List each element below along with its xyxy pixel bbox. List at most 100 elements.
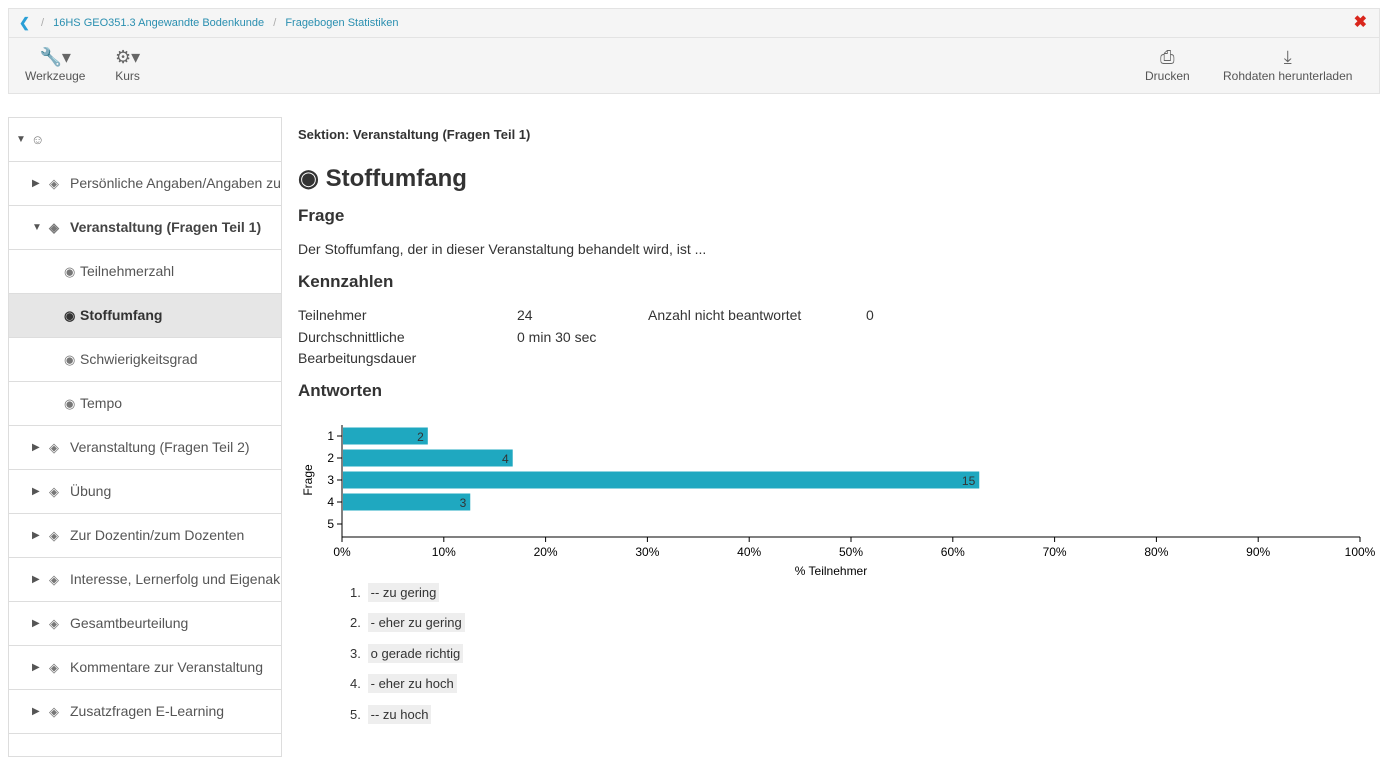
sidebar-tree: ▼ ☺ ▶ ◈ Persönliche Angaben/Angaben zu ▼… <box>8 117 282 757</box>
legend-text: - eher zu hoch <box>367 674 457 693</box>
caret-right-icon[interactable]: ▶ <box>32 178 40 189</box>
bar-value-label: 2 <box>417 430 424 444</box>
sidebar-item-uebung[interactable]: ▶ ◈ Übung <box>9 470 281 514</box>
caret-right-icon[interactable]: ▶ <box>32 530 40 541</box>
y-tick-label: 5 <box>327 517 334 531</box>
x-tick-label: 80% <box>1144 545 1168 559</box>
duration-label-line2: Bearbeitungsdauer <box>298 350 417 366</box>
question-text: Der Stoffumfang, der in dieser Veranstal… <box>298 241 707 257</box>
bar-value-label: 4 <box>502 452 509 466</box>
sidebar-item-label: Zur Dozentin/zum Dozenten <box>70 527 245 543</box>
section-icon: ◈ <box>49 616 59 631</box>
sidebar-item-zusatzfragen[interactable]: ▶ ◈ Zusatzfragen E-Learning <box>9 690 281 734</box>
caret-right-icon[interactable]: ▶ <box>32 706 40 717</box>
bar <box>343 471 980 489</box>
section-title: Sektion: Veranstaltung (Fragen Teil 1) <box>298 127 531 142</box>
caret-right-icon[interactable]: ▶ <box>32 442 40 453</box>
print-button[interactable]: ⎙ Drucken <box>1145 45 1190 83</box>
breadcrumb-survey-link[interactable]: Fragebogen Statistiken <box>285 17 399 29</box>
y-tick-label: 3 <box>327 473 334 487</box>
breadcrumb-course-link[interactable]: 16HS GEO351.3 Angewandte Bodenkunde <box>53 17 265 29</box>
question-heading: Frage <box>298 206 345 225</box>
tools-label: Werkzeuge <box>25 69 86 83</box>
close-icon[interactable]: ✖ <box>1353 14 1367 31</box>
section-icon: ◈ <box>49 572 59 587</box>
sidebar-item-kommentare[interactable]: ▶ ◈ Kommentare zur Veranstaltung <box>9 646 281 690</box>
sidebar-root[interactable]: ▼ ☺ <box>9 118 281 162</box>
sidebar-item-label: Kommentare zur Veranstaltung <box>70 659 263 675</box>
survey-icon: ☺ <box>31 132 45 147</box>
legend-item-1: 1. -- zu gering <box>350 583 440 602</box>
x-tick-label: 10% <box>432 545 456 559</box>
caret-right-icon[interactable]: ▶ <box>32 662 40 673</box>
back-icon[interactable]: ❮ <box>19 15 30 30</box>
legend-number: 2. <box>350 615 361 630</box>
sidebar-item-label: Zusatzfragen E-Learning <box>70 703 225 719</box>
legend-number: 1. <box>350 585 361 600</box>
section-icon: ◈ <box>49 176 59 191</box>
top-bar: ❮ / 16HS GEO351.3 Angewandte Bodenkunde … <box>8 8 1380 94</box>
download-icon: ⤓ <box>1283 47 1292 67</box>
legend-text: - eher zu gering <box>367 613 465 632</box>
bar <box>343 427 428 445</box>
download-label: Rohdaten herunterladen <box>1223 69 1353 83</box>
section-icon: ◈ <box>49 660 59 675</box>
x-tick-label: 100% <box>1345 545 1376 559</box>
sidebar-item-dozent[interactable]: ▶ ◈ Zur Dozentin/zum Dozenten <box>9 514 281 558</box>
x-tick-label: 60% <box>941 545 965 559</box>
printer-icon: ⎙ <box>1160 47 1175 67</box>
course-menu-button[interactable]: ⚙▾ Kurs <box>115 45 140 83</box>
x-tick-label: 40% <box>737 545 761 559</box>
caret-down-icon[interactable]: ▼ <box>32 222 42 233</box>
section-icon: ◈ <box>49 220 59 235</box>
bar-value-label: 15 <box>962 474 976 488</box>
sidebar-item-tempo[interactable]: ◉ Tempo <box>9 382 281 426</box>
sidebar-item-label: Teilnehmerzahl <box>80 263 175 279</box>
sidebar-item-stoffumfang[interactable]: ◉ Stoffumfang <box>9 294 281 338</box>
sidebar-item-interesse[interactable]: ▶ ◈ Interesse, Lernerfolg und Eigenak <box>9 558 281 602</box>
x-tick-label: 50% <box>839 545 863 559</box>
caret-down-icon[interactable]: ▼ <box>16 134 26 145</box>
breadcrumb: ❮ / 16HS GEO351.3 Angewandte Bodenkunde … <box>9 9 1379 38</box>
legend-text: -- zu gering <box>367 583 440 602</box>
question-icon: ◉ <box>64 396 76 411</box>
legend-number: 5. <box>350 707 361 722</box>
section-icon: ◈ <box>49 528 59 543</box>
tools-menu-button[interactable]: 🔧▾ Werkzeuge <box>25 45 85 83</box>
sidebar-item-veranstaltung-teil-1[interactable]: ▼ ◈ Veranstaltung (Fragen Teil 1) <box>9 206 281 250</box>
y-tick-label: 1 <box>327 429 334 443</box>
question-icon: ◉ <box>298 165 319 192</box>
x-axis-label: % Teilnehmer <box>795 564 867 575</box>
caret-right-icon[interactable]: ▶ <box>32 618 40 629</box>
download-raw-data-button[interactable]: ⤓ Rohdaten herunterladen <box>1223 45 1352 83</box>
x-tick-label: 30% <box>635 545 659 559</box>
legend-number: 3. <box>350 646 361 661</box>
sidebar-item-gesamtbeurteilung[interactable]: ▶ ◈ Gesamtbeurteilung <box>9 602 281 646</box>
bar <box>343 493 471 511</box>
sidebar-item-label: Veranstaltung (Fragen Teil 1) <box>70 219 262 235</box>
legend-number: 4. <box>350 676 361 691</box>
y-axis-label: Frage <box>301 464 315 496</box>
unanswered-value: 0 <box>866 307 874 323</box>
course-label: Kurs <box>115 69 140 83</box>
sidebar-item-veranstaltung-teil-2[interactable]: ▶ ◈ Veranstaltung (Fragen Teil 2) <box>9 426 281 470</box>
page-title: ◉ Stoffumfang <box>298 164 467 193</box>
caret-right-icon[interactable]: ▶ <box>32 574 40 585</box>
sidebar-item-persoenliche-angaben[interactable]: ▶ ◈ Persönliche Angaben/Angaben zu <box>9 162 281 206</box>
bar-value-label: 3 <box>460 496 467 510</box>
x-tick-label: 70% <box>1043 545 1067 559</box>
x-tick-label: 90% <box>1246 545 1270 559</box>
sidebar-item-schwierigkeitsgrad[interactable]: ◉ Schwierigkeitsgrad <box>9 338 281 382</box>
section-icon: ◈ <box>49 440 59 455</box>
section-icon: ◈ <box>49 704 59 719</box>
print-label: Drucken <box>1145 69 1190 83</box>
sidebar-item-teilnehmerzahl[interactable]: ◉ Teilnehmerzahl <box>9 250 281 294</box>
y-tick-label: 4 <box>327 495 334 509</box>
question-icon: ◉ <box>64 264 76 279</box>
legend-item-2: 2. - eher zu gering <box>350 613 465 632</box>
wrench-icon: 🔧▾ <box>39 47 71 67</box>
section-icon: ◈ <box>49 484 59 499</box>
gears-icon: ⚙▾ <box>115 47 141 67</box>
duration-label-line1: Durchschnittliche <box>298 329 405 345</box>
caret-right-icon[interactable]: ▶ <box>32 486 40 497</box>
